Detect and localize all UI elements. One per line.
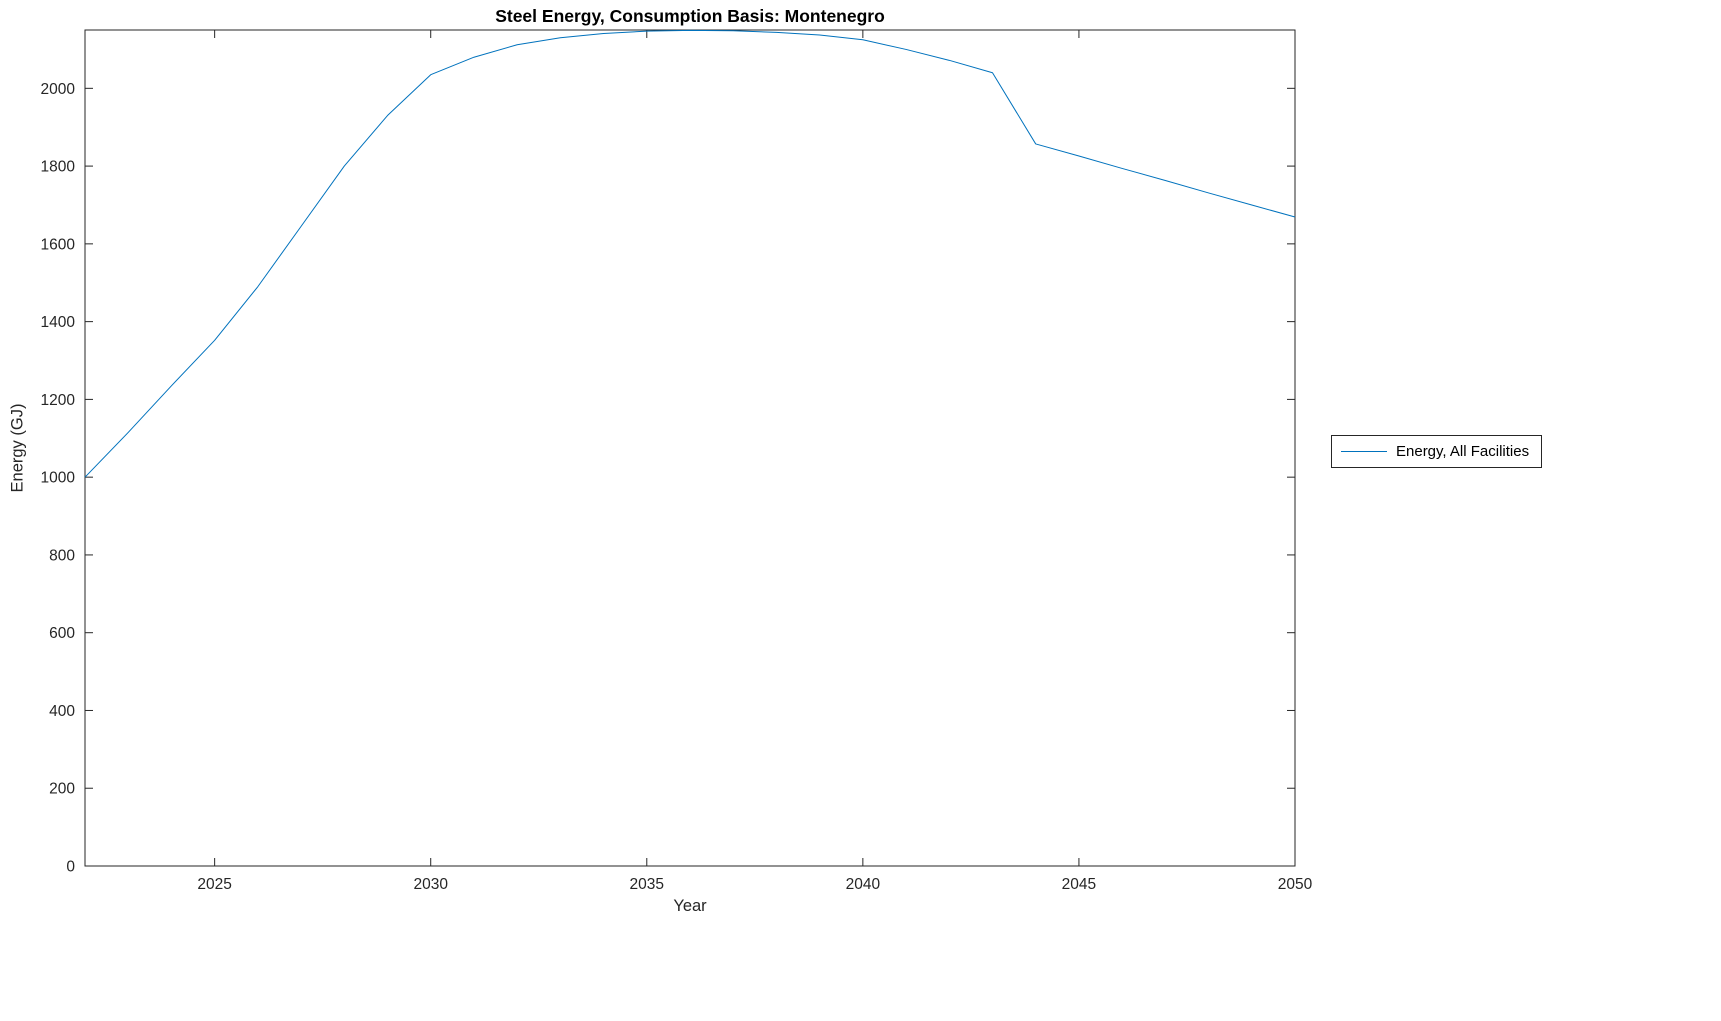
y-tick-label: 800 [49, 547, 75, 564]
y-tick-label: 600 [49, 625, 75, 642]
y-tick-label: 400 [49, 703, 75, 720]
y-tick-label: 2000 [41, 81, 76, 98]
x-tick-label: 2035 [630, 876, 664, 893]
x-tick-label: 2050 [1278, 876, 1313, 893]
chart-title: Steel Energy, Consumption Basis: Montene… [495, 6, 885, 26]
y-tick-label: 1600 [41, 236, 76, 253]
x-tick-label: 2045 [1062, 876, 1096, 893]
x-tick-label: 2025 [197, 876, 231, 893]
series-line [84, 29, 1296, 478]
axes-box [84, 29, 1296, 867]
y-tick-label: 1200 [41, 392, 76, 409]
x-tick-label: 2040 [846, 876, 881, 893]
legend-label: Energy, All Facilities [1396, 443, 1530, 460]
y-tick-label: 1000 [41, 470, 76, 487]
y-tick-label: 1800 [41, 159, 76, 176]
y-axis-label: Energy (GJ) [8, 403, 27, 493]
legend: Energy, All Facilities [1331, 435, 1543, 468]
y-tick-label: 0 [66, 859, 75, 876]
legend-line-sample-icon [1341, 451, 1387, 452]
x-axis-label: Year [673, 897, 707, 915]
y-tick-label: 200 [49, 781, 75, 798]
y-tick-label: 1400 [41, 314, 76, 331]
x-tick-label: 2030 [413, 876, 448, 893]
